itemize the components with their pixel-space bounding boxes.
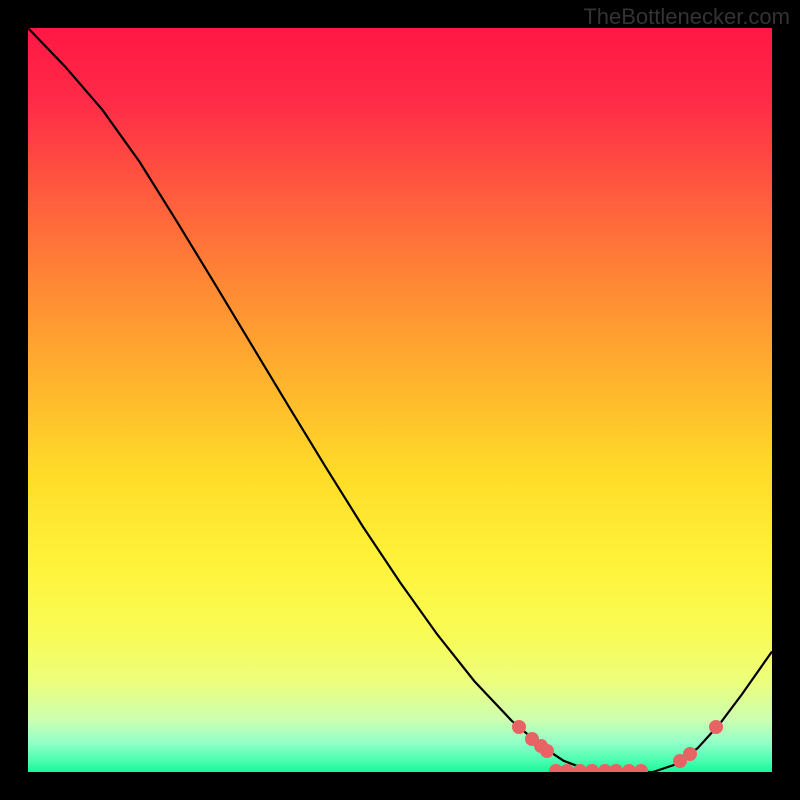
data-point-marker bbox=[683, 747, 697, 761]
data-point-marker bbox=[634, 764, 648, 773]
data-point-marker bbox=[709, 720, 723, 734]
chart-curve-svg bbox=[28, 28, 772, 772]
watermark-text: TheBottlenecker.com bbox=[583, 4, 790, 30]
chart-plot-area bbox=[28, 28, 772, 772]
bottleneck-curve-line bbox=[28, 28, 772, 772]
data-point-marker bbox=[540, 744, 554, 758]
data-point-marker bbox=[609, 764, 623, 773]
data-point-marker bbox=[512, 720, 526, 734]
